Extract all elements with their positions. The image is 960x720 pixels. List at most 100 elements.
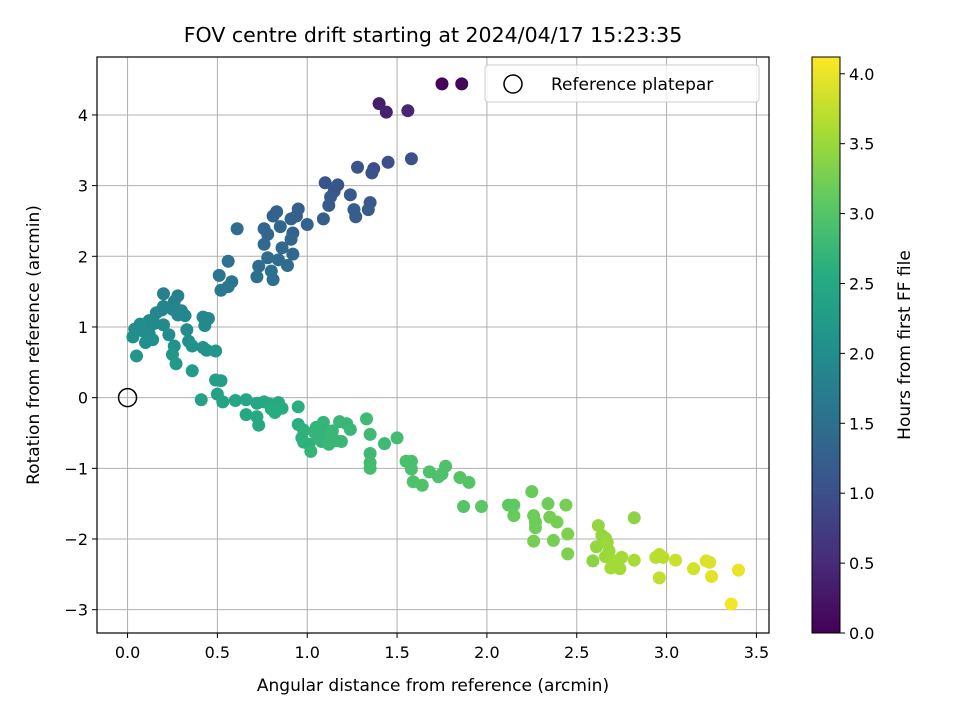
data-point	[185, 339, 199, 353]
data-point	[372, 97, 386, 111]
data-point	[322, 198, 336, 212]
x-tick-label: 2.5	[564, 643, 589, 662]
data-point	[439, 459, 453, 473]
chart-title: FOV centre drift starting at 2024/04/17 …	[184, 23, 683, 47]
x-axis-label: Angular distance from reference (arcmin)	[257, 676, 609, 696]
data-point	[252, 418, 266, 432]
data-point	[591, 519, 605, 533]
legend-label: Reference platepar	[551, 75, 713, 95]
data-point	[613, 562, 627, 576]
data-point	[214, 374, 228, 388]
data-point	[250, 270, 264, 284]
data-point	[273, 220, 287, 234]
data-point	[455, 77, 469, 91]
plot-frame	[96, 56, 770, 634]
data-point	[146, 333, 160, 347]
data-point	[280, 258, 294, 272]
data-point	[507, 509, 521, 523]
data-point	[559, 498, 573, 512]
colorbar-tick-label: 3.5	[849, 135, 874, 154]
data-point	[221, 254, 235, 268]
data-point	[156, 287, 170, 301]
y-tick-label: 0	[78, 389, 88, 408]
legend-box	[484, 64, 760, 103]
data-point	[363, 461, 377, 475]
data-point	[652, 571, 666, 585]
data-point	[198, 319, 212, 333]
data-point	[377, 437, 391, 451]
data-point	[561, 527, 575, 541]
data-point	[169, 357, 183, 371]
data-point	[360, 412, 374, 426]
colorbar-tick-label: 4.0	[849, 65, 874, 84]
data-points	[126, 77, 745, 611]
colorbar-tick-label: 0.5	[849, 554, 874, 573]
data-point	[343, 422, 357, 436]
data-point	[528, 521, 542, 535]
data-point	[228, 393, 242, 407]
data-point	[284, 212, 298, 226]
data-point	[561, 547, 575, 561]
data-point	[266, 273, 280, 287]
data-point	[475, 499, 489, 513]
data-point	[300, 217, 314, 231]
colorbar-ticks: 0.0 0.5 1.0 1.5 2.0 2.5 3.0 3.5 4.0	[840, 65, 874, 643]
data-point	[703, 555, 717, 569]
x-tick-label: 1.0	[294, 643, 319, 662]
data-point	[457, 499, 471, 513]
y-axis-ticks: −3 −2 −1 0 1 2 3 4	[64, 106, 97, 620]
x-tick-label: 0.0	[115, 643, 140, 662]
data-point	[212, 268, 226, 282]
data-point	[527, 534, 541, 548]
y-tick-label: −1	[64, 459, 88, 478]
data-point	[724, 597, 738, 611]
colorbar-tick-label: 2.0	[849, 344, 874, 363]
data-point	[266, 209, 280, 223]
data-point	[316, 212, 330, 226]
data-point	[602, 544, 616, 558]
data-point	[304, 444, 318, 458]
data-point	[404, 462, 418, 476]
data-point	[286, 247, 300, 261]
data-point	[404, 152, 418, 166]
colorbar: 0.0 0.5 1.0 1.5 2.0 2.5 3.0 3.5 4.0 Hours from f…	[811, 56, 915, 643]
data-point	[261, 251, 275, 265]
x-axis-ticks: 0.0 0.5 1.0 1.5 2.0 2.5 3.0 3.5	[115, 633, 769, 662]
y-tick-label: 2	[78, 247, 88, 266]
data-point	[401, 104, 415, 118]
reference-marker	[117, 387, 138, 408]
data-point	[275, 401, 289, 415]
data-point	[252, 259, 266, 273]
grid-lines	[97, 57, 769, 633]
y-tick-label: 4	[78, 106, 88, 125]
data-point	[586, 554, 600, 568]
data-point	[627, 511, 641, 525]
colorbar-label: Hours from first FF file	[895, 250, 915, 440]
data-point	[343, 188, 357, 202]
data-point	[130, 349, 144, 363]
data-point	[156, 318, 170, 332]
data-point	[590, 540, 604, 554]
data-point	[126, 330, 140, 344]
data-point	[209, 344, 223, 358]
data-point	[615, 550, 629, 564]
colorbar-tick-label: 0.0	[849, 624, 874, 643]
colorbar-tick-label: 3.0	[849, 205, 874, 224]
y-axis-label: Rotation from reference (arcmin)	[24, 205, 44, 485]
data-point	[178, 309, 192, 323]
data-point	[525, 485, 539, 499]
x-tick-label: 0.5	[205, 643, 230, 662]
x-tick-label: 3.0	[654, 643, 679, 662]
y-tick-label: −3	[64, 601, 88, 620]
data-point	[462, 475, 476, 489]
colorbar-tick-label: 1.0	[849, 484, 874, 503]
data-point	[275, 241, 289, 255]
data-point	[705, 569, 719, 583]
data-point	[239, 393, 253, 407]
data-point	[325, 424, 339, 438]
data-point	[361, 203, 375, 217]
legend-marker	[503, 74, 523, 94]
x-tick-label: 2.0	[474, 643, 499, 662]
data-point	[363, 446, 377, 460]
y-tick-label: −2	[64, 530, 88, 549]
